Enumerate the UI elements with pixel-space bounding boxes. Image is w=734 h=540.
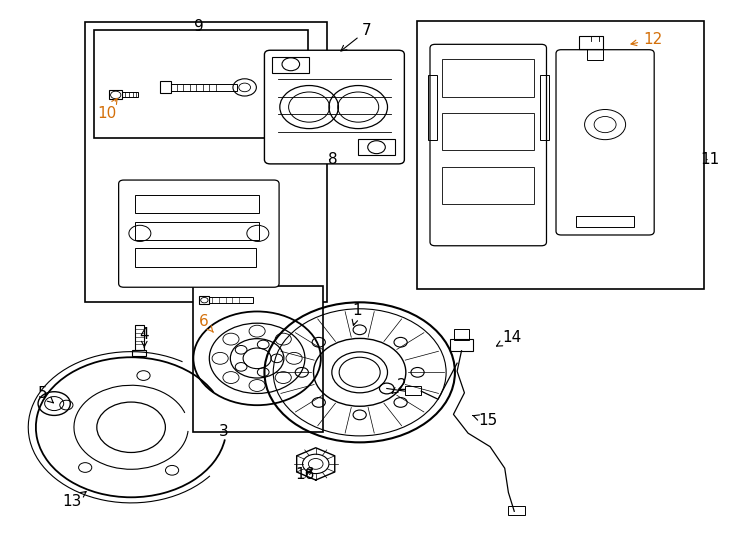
Bar — [172, 84, 237, 91]
Bar — [540, 75, 549, 140]
Text: 12: 12 — [631, 32, 662, 47]
Text: 16: 16 — [295, 467, 314, 482]
Bar — [443, 166, 534, 204]
Text: 4: 4 — [139, 327, 149, 348]
Text: 5: 5 — [38, 387, 54, 403]
Bar — [109, 90, 123, 99]
Bar — [132, 350, 147, 356]
Bar — [161, 82, 172, 93]
FancyBboxPatch shape — [430, 44, 547, 246]
Text: 10: 10 — [98, 98, 117, 122]
Bar — [193, 286, 323, 431]
Bar — [199, 296, 209, 305]
Bar — [272, 57, 309, 73]
Bar — [95, 30, 308, 138]
Text: 13: 13 — [63, 491, 86, 509]
Bar — [135, 194, 259, 213]
Text: 1: 1 — [352, 303, 363, 326]
Bar — [428, 75, 437, 140]
Bar — [454, 329, 469, 340]
Bar — [135, 221, 259, 240]
Text: 3: 3 — [219, 424, 229, 439]
Bar — [209, 298, 253, 303]
Text: 2: 2 — [392, 379, 407, 393]
Bar — [417, 21, 704, 289]
Bar — [443, 59, 534, 97]
Text: 15: 15 — [473, 413, 498, 428]
Bar — [358, 139, 395, 156]
Bar — [586, 49, 603, 60]
Bar — [443, 113, 534, 151]
FancyBboxPatch shape — [556, 50, 654, 235]
Bar — [575, 216, 634, 227]
Bar — [135, 326, 144, 350]
Text: 7: 7 — [341, 23, 372, 51]
Bar — [135, 248, 255, 267]
Text: 11: 11 — [700, 152, 719, 167]
Bar — [85, 22, 327, 302]
FancyBboxPatch shape — [119, 180, 279, 287]
Text: 14: 14 — [496, 330, 522, 346]
Bar — [405, 386, 421, 395]
Text: 9: 9 — [195, 19, 204, 34]
Text: 6: 6 — [199, 314, 213, 332]
Bar — [123, 92, 139, 97]
Text: 8: 8 — [328, 152, 338, 167]
Bar — [579, 36, 603, 49]
Bar — [450, 339, 473, 351]
Bar — [509, 506, 525, 515]
FancyBboxPatch shape — [264, 50, 404, 164]
